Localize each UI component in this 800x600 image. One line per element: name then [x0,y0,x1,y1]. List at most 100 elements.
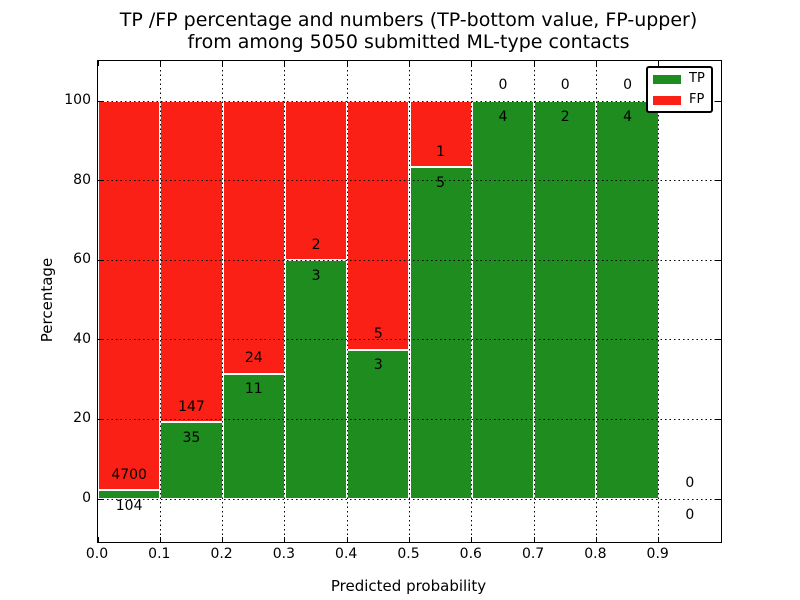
y-tick-left-100 [98,100,103,102]
bar-fp-0 [98,101,161,491]
legend-entry-tp: TP [648,71,711,87]
x-tick-label-0.6: 0.6 [459,546,482,562]
bar-tp-7 [534,101,597,499]
bar-fp-4 [347,101,410,350]
x-tick-top-0 [97,61,99,66]
y-tick-label-40: 40 [73,330,91,347]
gridline-v-0.7 [533,61,535,542]
x-tick-top-0.9 [658,61,660,66]
gridline-v-0.8 [595,61,597,542]
gridline-v-0.3 [284,61,286,542]
fp-count-label-0: 4700 [111,466,147,483]
x-tick-label-0.0: 0.0 [85,546,109,562]
fp-legend-label: FP [689,92,705,107]
tp-count-label-8: 4 [623,108,632,125]
tp-legend-swatch [653,75,681,84]
gridline-v-0.1 [159,61,161,542]
x-tick-label-0.8: 0.8 [584,546,607,562]
x-tick-label-0.3: 0.3 [272,546,296,562]
y-tick-left-20 [98,418,103,420]
y-tick-label-80: 80 [73,171,91,188]
fp-count-label-8: 0 [623,77,632,94]
x-tick-label-0.7: 0.7 [521,546,545,562]
fp-count-label-5: 1 [436,143,446,160]
bar-fp-5 [409,101,472,168]
x-tick-top-0.3 [284,61,286,66]
y-tick-left-0 [98,498,103,500]
chart-title: TP /FP percentage and numbers (TP-bottom… [97,9,720,53]
y-tick-right-60 [716,259,721,261]
x-tick-bottom-0.8 [595,537,597,542]
bar-tp-6 [471,101,535,499]
y-tick-label-60: 60 [73,251,91,268]
x-tick-top-0.4 [346,61,348,66]
fp-count-label-7: 0 [560,77,570,94]
x-tick-label-0.4: 0.4 [335,546,358,562]
y-tick-left-80 [98,180,103,182]
tp-count-label-5: 5 [436,174,446,191]
y-tick-label-100: 100 [64,92,91,108]
tp-count-label-2: 11 [244,381,263,398]
gridline-v-0.6 [471,61,473,542]
tp-count-label-1: 35 [182,429,201,446]
x-tick-label-0.1: 0.1 [148,546,171,562]
y-tick-label-20: 20 [73,410,91,427]
tp-count-label-3: 3 [311,267,321,284]
chart-title-line2: from among 5050 submitted ML-type contac… [187,31,630,53]
x-tick-bottom-0 [97,537,99,542]
x-tick-label-0.9: 0.9 [646,546,669,562]
y-tick-right-100 [716,100,721,102]
tp-count-label-0: 104 [115,497,143,514]
x-tick-top-0.6 [471,61,473,66]
x-tick-top-0.8 [595,61,597,66]
y-tick-left-60 [98,259,103,261]
y-tick-left-40 [98,339,103,341]
x-tick-label-0.2: 0.2 [210,546,233,562]
bar-fp-1 [160,101,223,423]
y-tick-right-80 [716,180,721,182]
fp-count-label-1: 147 [178,398,205,415]
fp-legend-swatch [653,96,681,105]
y-tick-right-20 [716,418,721,420]
y-tick-right-40 [716,339,721,341]
gridline-v-0.4 [346,61,348,542]
x-tick-top-0.7 [533,61,535,66]
gridline-v-0.9 [658,61,660,542]
tp-count-label-9: 0 [685,506,695,523]
gridline-v-0.2 [222,61,224,542]
fp-count-label-3: 2 [311,236,321,253]
x-tick-bottom-0.3 [284,537,286,542]
x-tick-top-0.2 [222,61,224,66]
bar-tp-8 [596,101,659,499]
x-tick-label-0.5: 0.5 [397,546,420,562]
plot-area: 4700 104 147 35 24 11 2 3 5 3 1 5 0 4 0 2 0 4 0 0 [97,60,722,543]
x-tick-bottom-0.2 [222,537,224,542]
y-tick-label-0: 0 [82,490,91,506]
fp-count-label-2: 24 [244,350,263,367]
bar-tp-2 [222,373,285,499]
x-tick-top-0.5 [409,61,410,66]
y-tick-right-0 [716,498,721,500]
x-tick-bottom-0.7 [533,537,535,542]
x-tick-top-0.1 [159,61,161,66]
legend: TP FP [646,66,713,113]
y-axis-label: Percentage [38,257,56,343]
fp-count-label-4: 5 [373,326,383,343]
x-tick-bottom-0.4 [346,537,348,542]
tp-count-label-6: 4 [498,108,508,125]
tp-legend-label: TP [689,71,705,86]
x-axis-label: Predicted probability [330,577,487,595]
tp-count-label-4: 3 [373,357,383,374]
x-tick-bottom-0.9 [658,537,660,542]
x-tick-bottom-0.6 [471,537,473,542]
bar-tp-4 [347,349,410,499]
chart-title-line1: TP /FP percentage and numbers (TP-bottom… [119,9,698,31]
bar-tp-5 [409,167,472,499]
gridline-v-0.5 [409,61,410,542]
bar-fp-2 [222,101,285,374]
x-tick-bottom-0.5 [409,537,410,542]
legend-entry-fp: FP [648,92,711,108]
tp-count-label-7: 2 [560,108,570,125]
x-tick-bottom-0.1 [159,537,161,542]
